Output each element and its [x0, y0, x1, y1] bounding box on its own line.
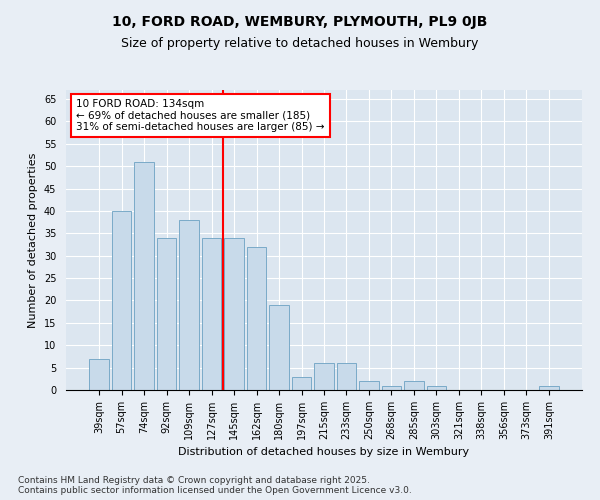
Y-axis label: Number of detached properties: Number of detached properties [28, 152, 38, 328]
Bar [134, 162, 154, 390]
Bar [539, 386, 559, 390]
Bar [427, 386, 446, 390]
Bar [269, 305, 289, 390]
Bar [382, 386, 401, 390]
Bar [314, 363, 334, 390]
Text: Contains HM Land Registry data © Crown copyright and database right 2025.
Contai: Contains HM Land Registry data © Crown c… [18, 476, 412, 495]
Bar [179, 220, 199, 390]
Bar [112, 211, 131, 390]
Bar [404, 381, 424, 390]
Text: 10, FORD ROAD, WEMBURY, PLYMOUTH, PL9 0JB: 10, FORD ROAD, WEMBURY, PLYMOUTH, PL9 0J… [112, 15, 488, 29]
Bar [247, 246, 266, 390]
Bar [292, 376, 311, 390]
Bar [157, 238, 176, 390]
Bar [337, 363, 356, 390]
X-axis label: Distribution of detached houses by size in Wembury: Distribution of detached houses by size … [178, 448, 470, 458]
Text: 10 FORD ROAD: 134sqm
← 69% of detached houses are smaller (185)
31% of semi-deta: 10 FORD ROAD: 134sqm ← 69% of detached h… [76, 99, 325, 132]
Bar [202, 238, 221, 390]
Text: Size of property relative to detached houses in Wembury: Size of property relative to detached ho… [121, 38, 479, 51]
Bar [224, 238, 244, 390]
Bar [359, 381, 379, 390]
Bar [89, 358, 109, 390]
